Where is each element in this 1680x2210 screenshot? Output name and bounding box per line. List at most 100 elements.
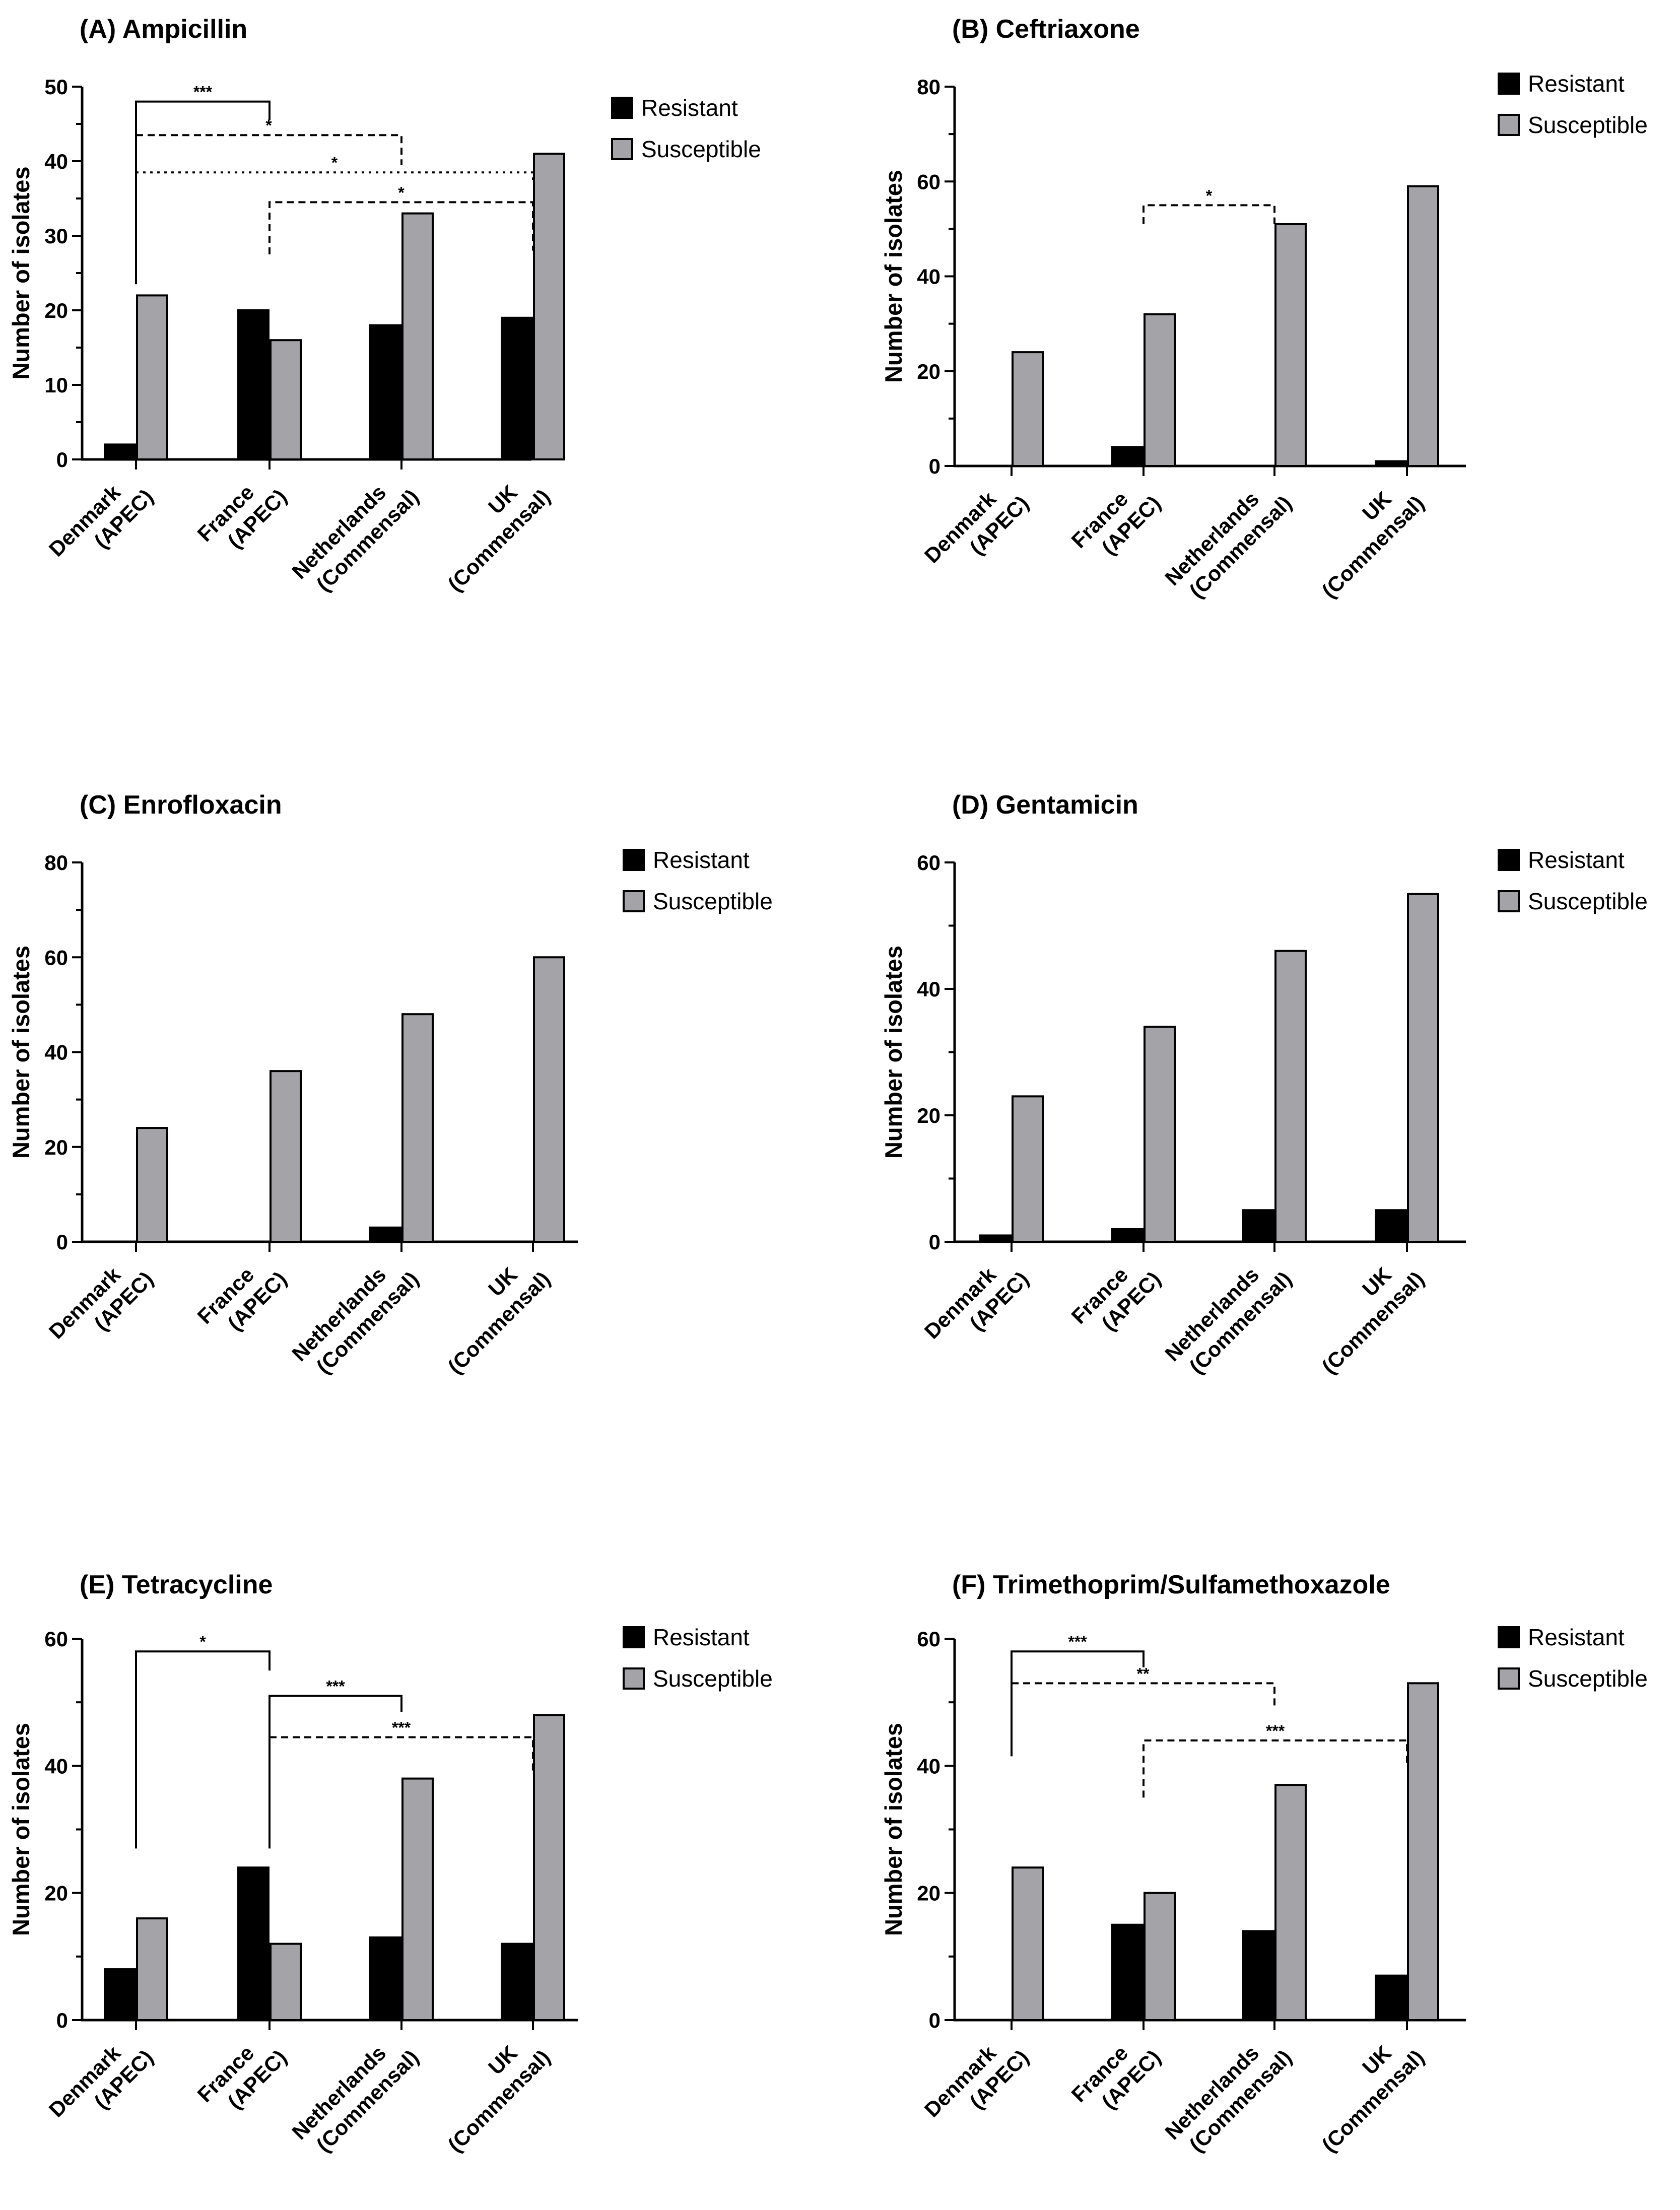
bar-resistant: [1375, 460, 1407, 467]
legend-swatch-resistant: [1498, 73, 1520, 95]
significance-bracket: [135, 100, 271, 285]
chart-title: (C) Enrofloxacin: [80, 790, 282, 820]
chart-title: (B) Ceftriaxone: [952, 15, 1140, 44]
significance-bracket: [1143, 204, 1275, 224]
panel-d: (D) Gentamicin Number of isolates 0 20 40 60 D…: [880, 790, 1648, 1378]
bar-resistant: [501, 1943, 533, 2022]
y-tick-label: 20: [44, 299, 68, 322]
bar-susceptible: [1274, 950, 1307, 1243]
y-tick-label: 20: [44, 1882, 68, 1905]
significance-bracket: [1012, 1682, 1275, 1706]
x-tick-label: France(APEC): [192, 1262, 291, 1335]
x-tick-label: Netherlands(Commensal): [1160, 2041, 1296, 2157]
bar-resistant: [1242, 1209, 1274, 1243]
x-tick-label: Denmark(APEC): [920, 2041, 1033, 2122]
legend-swatch-susceptible: [623, 890, 645, 912]
x-tick-label: France(APEC): [192, 480, 291, 553]
bar-susceptible: [401, 1777, 434, 2021]
legend-label: Resistant: [653, 847, 750, 873]
y-axis-label: Number of isolates: [880, 170, 907, 383]
y-tick-label: 20: [917, 360, 940, 383]
panel-e: (E) Tetracycline Number of isolates 0 20 40 6…: [8, 1570, 773, 2157]
bar-susceptible: [1407, 185, 1439, 467]
y-tick-label: 20: [917, 1104, 940, 1127]
legend-label: Susceptible: [653, 888, 773, 914]
significance-bracket: [268, 201, 534, 254]
bar-susceptible: [270, 1070, 302, 1243]
x-tick-label: France(APEC): [192, 2041, 291, 2113]
panel-b: (B) Ceftriaxone Number of isolates 0 20 40 60…: [880, 15, 1648, 602]
significance-label: ***: [392, 1719, 411, 1737]
y-tick-label: 0: [56, 1230, 68, 1254]
legend-swatch-resistant: [623, 1626, 645, 1648]
significance-label: *: [1206, 186, 1213, 205]
bar-resistant: [104, 1968, 136, 2021]
legend: Resistant Susceptible: [1498, 847, 1648, 914]
x-tick-label: UK(Commensal): [443, 1262, 555, 1378]
y-tick-label: 60: [44, 946, 68, 969]
y-tick-label: 80: [917, 75, 940, 99]
bar-resistant: [1242, 1930, 1274, 2022]
legend-label: Resistant: [1528, 71, 1625, 97]
legend: Resistant Susceptible: [611, 95, 761, 162]
y-tick-label: 50: [44, 75, 68, 99]
legend-swatch-resistant: [1498, 1626, 1520, 1648]
bar-susceptible: [270, 1943, 302, 2022]
bar-susceptible: [136, 294, 168, 461]
y-axis-label: Number of isolates: [8, 166, 34, 379]
significance-label: *: [398, 183, 405, 202]
bar-resistant: [237, 1866, 270, 2021]
bar-susceptible: [136, 1917, 168, 2021]
legend-label: Susceptible: [1528, 1665, 1648, 1692]
significance-label: ***: [1068, 1633, 1087, 1651]
bar-resistant: [1375, 1974, 1407, 2022]
x-tick-label: Netherlands(Commensal): [287, 480, 423, 596]
x-tick-label: UK(Commensal): [443, 480, 555, 596]
legend-label: Resistant: [641, 95, 738, 121]
legend-label: Susceptible: [1528, 888, 1648, 914]
x-tick-label: UK(Commensal): [1317, 1262, 1429, 1378]
bar-resistant: [501, 316, 533, 460]
x-tick-label: Denmark(APEC): [44, 480, 158, 561]
bar-resistant: [237, 309, 270, 460]
y-tick-label: 0: [56, 448, 68, 472]
significance-bracket: [268, 1695, 402, 1849]
x-tick-label: France(APEC): [1066, 1262, 1165, 1335]
bar-resistant: [104, 443, 136, 461]
chart-title: (A) Ampicillin: [80, 15, 247, 44]
legend-label: Resistant: [653, 1624, 750, 1650]
bar-susceptible: [1407, 1682, 1439, 2021]
legend: Resistant Susceptible: [623, 847, 773, 914]
bar-susceptible: [533, 153, 565, 460]
x-tick-label: Netherlands(Commensal): [287, 2041, 423, 2157]
x-tick-label: UK(Commensal): [1317, 2041, 1429, 2157]
x-tick-label: Denmark(APEC): [920, 1262, 1033, 1344]
bar-susceptible: [533, 1714, 565, 2021]
x-tick-label: UK(Commensal): [443, 2041, 555, 2157]
y-tick-label: 0: [929, 1230, 940, 1254]
x-tick-label: Netherlands(Commensal): [287, 1262, 423, 1378]
legend-label: Susceptible: [1528, 112, 1648, 138]
x-tick-label: France(APEC): [1066, 2041, 1165, 2113]
y-axis-label: Number of isolates: [880, 946, 907, 1159]
panel-a: (A) Ampicillin Number of isolates 0 10 20 30 4…: [8, 15, 761, 596]
y-tick-label: 60: [44, 1627, 68, 1651]
y-tick-label: 30: [44, 224, 68, 248]
significance-label: *: [265, 116, 272, 135]
chart-title: (F) Trimethoprim/Sulfamethoxazole: [952, 1570, 1390, 1599]
bar-resistant: [1375, 1209, 1407, 1243]
bar-susceptible: [270, 339, 302, 461]
x-tick-label: Netherlands(Commensal): [1160, 1262, 1296, 1378]
y-tick-label: 40: [44, 1041, 68, 1064]
significance-bracket: [1143, 1739, 1408, 1798]
y-tick-label: 60: [917, 851, 940, 875]
x-tick-label: Netherlands(Commensal): [1160, 487, 1296, 602]
significance-bracket: [270, 1736, 534, 1772]
bar-susceptible: [1144, 313, 1176, 467]
y-tick-label: 20: [44, 1135, 68, 1159]
y-tick-label: 40: [44, 1754, 68, 1778]
y-tick-label: 40: [917, 1754, 940, 1778]
x-tick-label: Denmark(APEC): [44, 1262, 158, 1344]
legend-swatch-susceptible: [1498, 890, 1520, 912]
